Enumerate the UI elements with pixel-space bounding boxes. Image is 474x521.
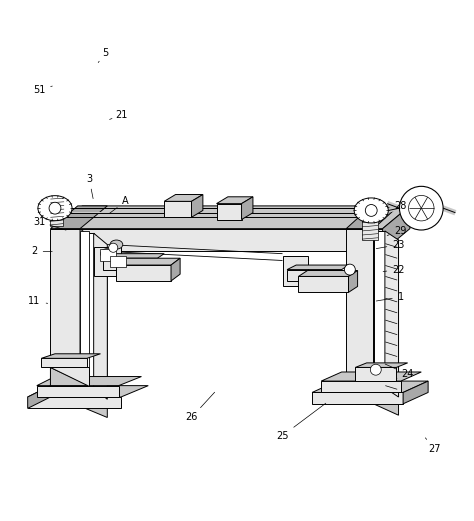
- Polygon shape: [321, 372, 421, 381]
- Ellipse shape: [354, 198, 388, 223]
- Polygon shape: [346, 229, 374, 404]
- Polygon shape: [217, 204, 242, 219]
- Ellipse shape: [110, 240, 123, 249]
- Circle shape: [345, 264, 356, 275]
- Polygon shape: [383, 206, 410, 252]
- Polygon shape: [100, 249, 117, 260]
- Polygon shape: [109, 256, 126, 267]
- Text: 27: 27: [425, 438, 441, 454]
- Polygon shape: [164, 194, 203, 201]
- Polygon shape: [50, 367, 89, 386]
- Text: 28: 28: [388, 201, 407, 211]
- Polygon shape: [374, 229, 399, 415]
- Text: 11: 11: [28, 296, 48, 306]
- Polygon shape: [27, 386, 148, 397]
- Polygon shape: [164, 201, 191, 217]
- Text: 3: 3: [86, 173, 93, 199]
- Polygon shape: [37, 386, 118, 397]
- Ellipse shape: [100, 249, 114, 259]
- Polygon shape: [287, 265, 348, 269]
- Polygon shape: [312, 392, 403, 404]
- Polygon shape: [50, 367, 89, 386]
- Polygon shape: [94, 247, 121, 277]
- Polygon shape: [283, 256, 308, 286]
- Circle shape: [400, 187, 443, 230]
- Polygon shape: [94, 233, 107, 399]
- Polygon shape: [49, 208, 63, 226]
- Text: 2: 2: [31, 246, 52, 256]
- Text: 29: 29: [387, 226, 407, 236]
- Polygon shape: [242, 197, 253, 219]
- Polygon shape: [37, 377, 141, 386]
- Text: 5: 5: [98, 48, 108, 63]
- Polygon shape: [362, 210, 378, 240]
- Polygon shape: [171, 258, 180, 281]
- Polygon shape: [41, 358, 87, 367]
- Polygon shape: [27, 386, 50, 408]
- Polygon shape: [80, 231, 89, 379]
- Text: 23: 23: [376, 240, 405, 250]
- Text: 51: 51: [33, 85, 52, 95]
- Polygon shape: [50, 229, 80, 406]
- Circle shape: [370, 364, 381, 375]
- Polygon shape: [299, 277, 348, 292]
- Text: 1: 1: [376, 292, 404, 302]
- Polygon shape: [50, 206, 107, 229]
- Polygon shape: [117, 265, 171, 281]
- Ellipse shape: [52, 200, 63, 221]
- Text: 26: 26: [185, 392, 215, 423]
- Polygon shape: [103, 258, 157, 269]
- Circle shape: [49, 202, 61, 214]
- Polygon shape: [346, 206, 399, 229]
- Polygon shape: [117, 258, 180, 265]
- Polygon shape: [80, 229, 107, 417]
- Polygon shape: [374, 231, 385, 388]
- Text: A: A: [109, 196, 129, 213]
- Polygon shape: [55, 229, 383, 252]
- Polygon shape: [80, 233, 94, 388]
- Polygon shape: [403, 381, 428, 404]
- Polygon shape: [299, 270, 357, 277]
- Text: 31: 31: [33, 217, 66, 230]
- Circle shape: [365, 205, 377, 216]
- Polygon shape: [103, 254, 164, 258]
- Polygon shape: [356, 367, 396, 381]
- Polygon shape: [356, 363, 408, 367]
- Polygon shape: [27, 397, 121, 408]
- Polygon shape: [385, 231, 399, 397]
- Polygon shape: [55, 206, 410, 229]
- Ellipse shape: [38, 196, 72, 221]
- Polygon shape: [321, 381, 401, 392]
- Polygon shape: [348, 270, 357, 292]
- Polygon shape: [41, 354, 100, 358]
- Text: 24: 24: [385, 364, 414, 379]
- Polygon shape: [312, 381, 428, 392]
- Polygon shape: [191, 194, 203, 217]
- Text: 25: 25: [276, 403, 326, 441]
- Text: 22: 22: [383, 265, 405, 275]
- Circle shape: [109, 243, 118, 252]
- Polygon shape: [287, 269, 342, 281]
- Text: 21: 21: [109, 110, 127, 120]
- Polygon shape: [217, 197, 253, 204]
